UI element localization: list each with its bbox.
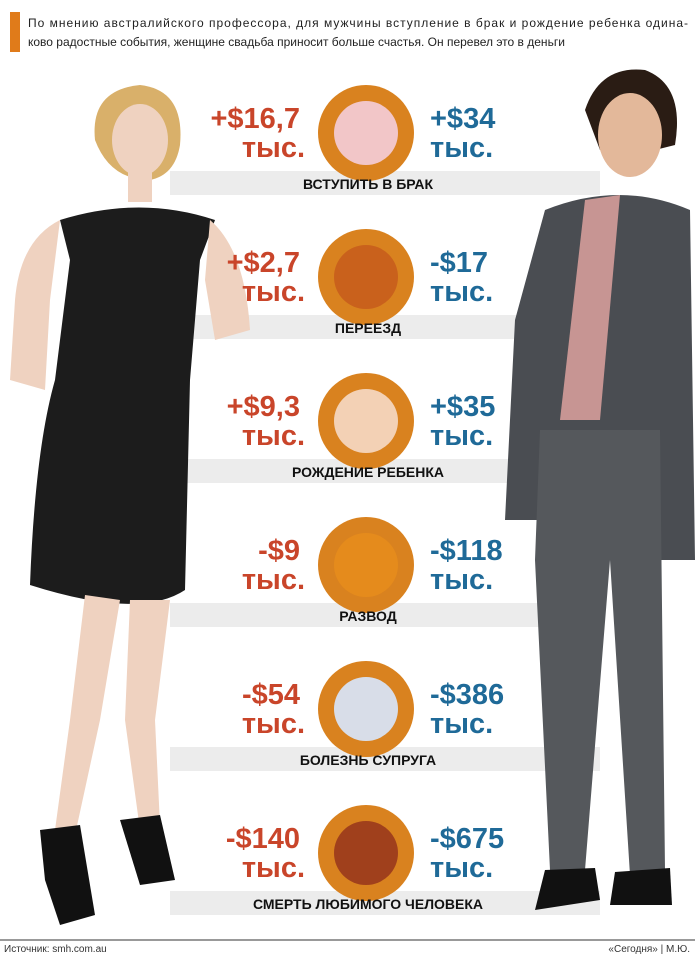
woman-unit: тыс.: [242, 852, 305, 884]
event-label: БОЛЕЗНЬ СУПРУГА: [300, 752, 436, 768]
man-amount: +$35: [430, 391, 495, 423]
man-amount: -$386: [430, 679, 504, 711]
man-unit: тыс.: [430, 564, 493, 596]
woman-amount: +$9,3: [227, 391, 300, 423]
man-unit: тыс.: [430, 132, 493, 164]
woman-unit: тыс.: [242, 420, 305, 452]
header-line: ково радостные события, женщине свадьба …: [28, 35, 565, 49]
event-icon-inner: [334, 533, 398, 597]
man-amount: -$675: [430, 823, 504, 855]
event-label: ПЕРЕЕЗД: [335, 320, 401, 336]
footer-credit: «Сегодня» | М.Ю.: [608, 944, 690, 955]
man-unit: тыс.: [430, 276, 493, 308]
man-unit: тыс.: [430, 420, 493, 452]
man-unit: тыс.: [430, 852, 493, 884]
footer-source: Источник: smh.com.au: [4, 944, 107, 955]
woman-unit: тыс.: [242, 564, 305, 596]
woman-amount: +$2,7: [227, 247, 300, 279]
header-line: По мнению австралийского профессора, для…: [28, 16, 688, 30]
event-label: СМЕРТЬ ЛЮБИМОГО ЧЕЛОВЕКА: [253, 896, 483, 912]
infographic: По мнению австралийского профессора, для…: [0, 0, 695, 957]
man-amount: +$34: [430, 103, 495, 135]
event-icon-inner: [334, 389, 398, 453]
event-icon-inner: [334, 101, 398, 165]
man-amount: -$118: [430, 535, 503, 567]
event-icon-inner: [334, 677, 398, 741]
woman-amount: -$9: [258, 535, 300, 567]
woman-amount: -$54: [242, 679, 300, 711]
woman-unit: тыс.: [242, 708, 305, 740]
event-label: ВСТУПИТЬ В БРАК: [303, 176, 434, 192]
event-icon-inner: [334, 245, 398, 309]
man-unit: тыс.: [430, 708, 493, 740]
woman-amount: +$16,7: [210, 103, 300, 135]
event-icon-inner: [334, 821, 398, 885]
header-accent: [10, 12, 20, 52]
man-amount: -$17: [430, 247, 488, 279]
woman-amount: -$140: [226, 823, 300, 855]
woman-unit: тыс.: [242, 276, 305, 308]
event-label: РАЗВОД: [339, 608, 396, 624]
event-label: РОЖДЕНИЕ РЕБЕНКА: [292, 464, 444, 480]
woman-unit: тыс.: [242, 132, 305, 164]
